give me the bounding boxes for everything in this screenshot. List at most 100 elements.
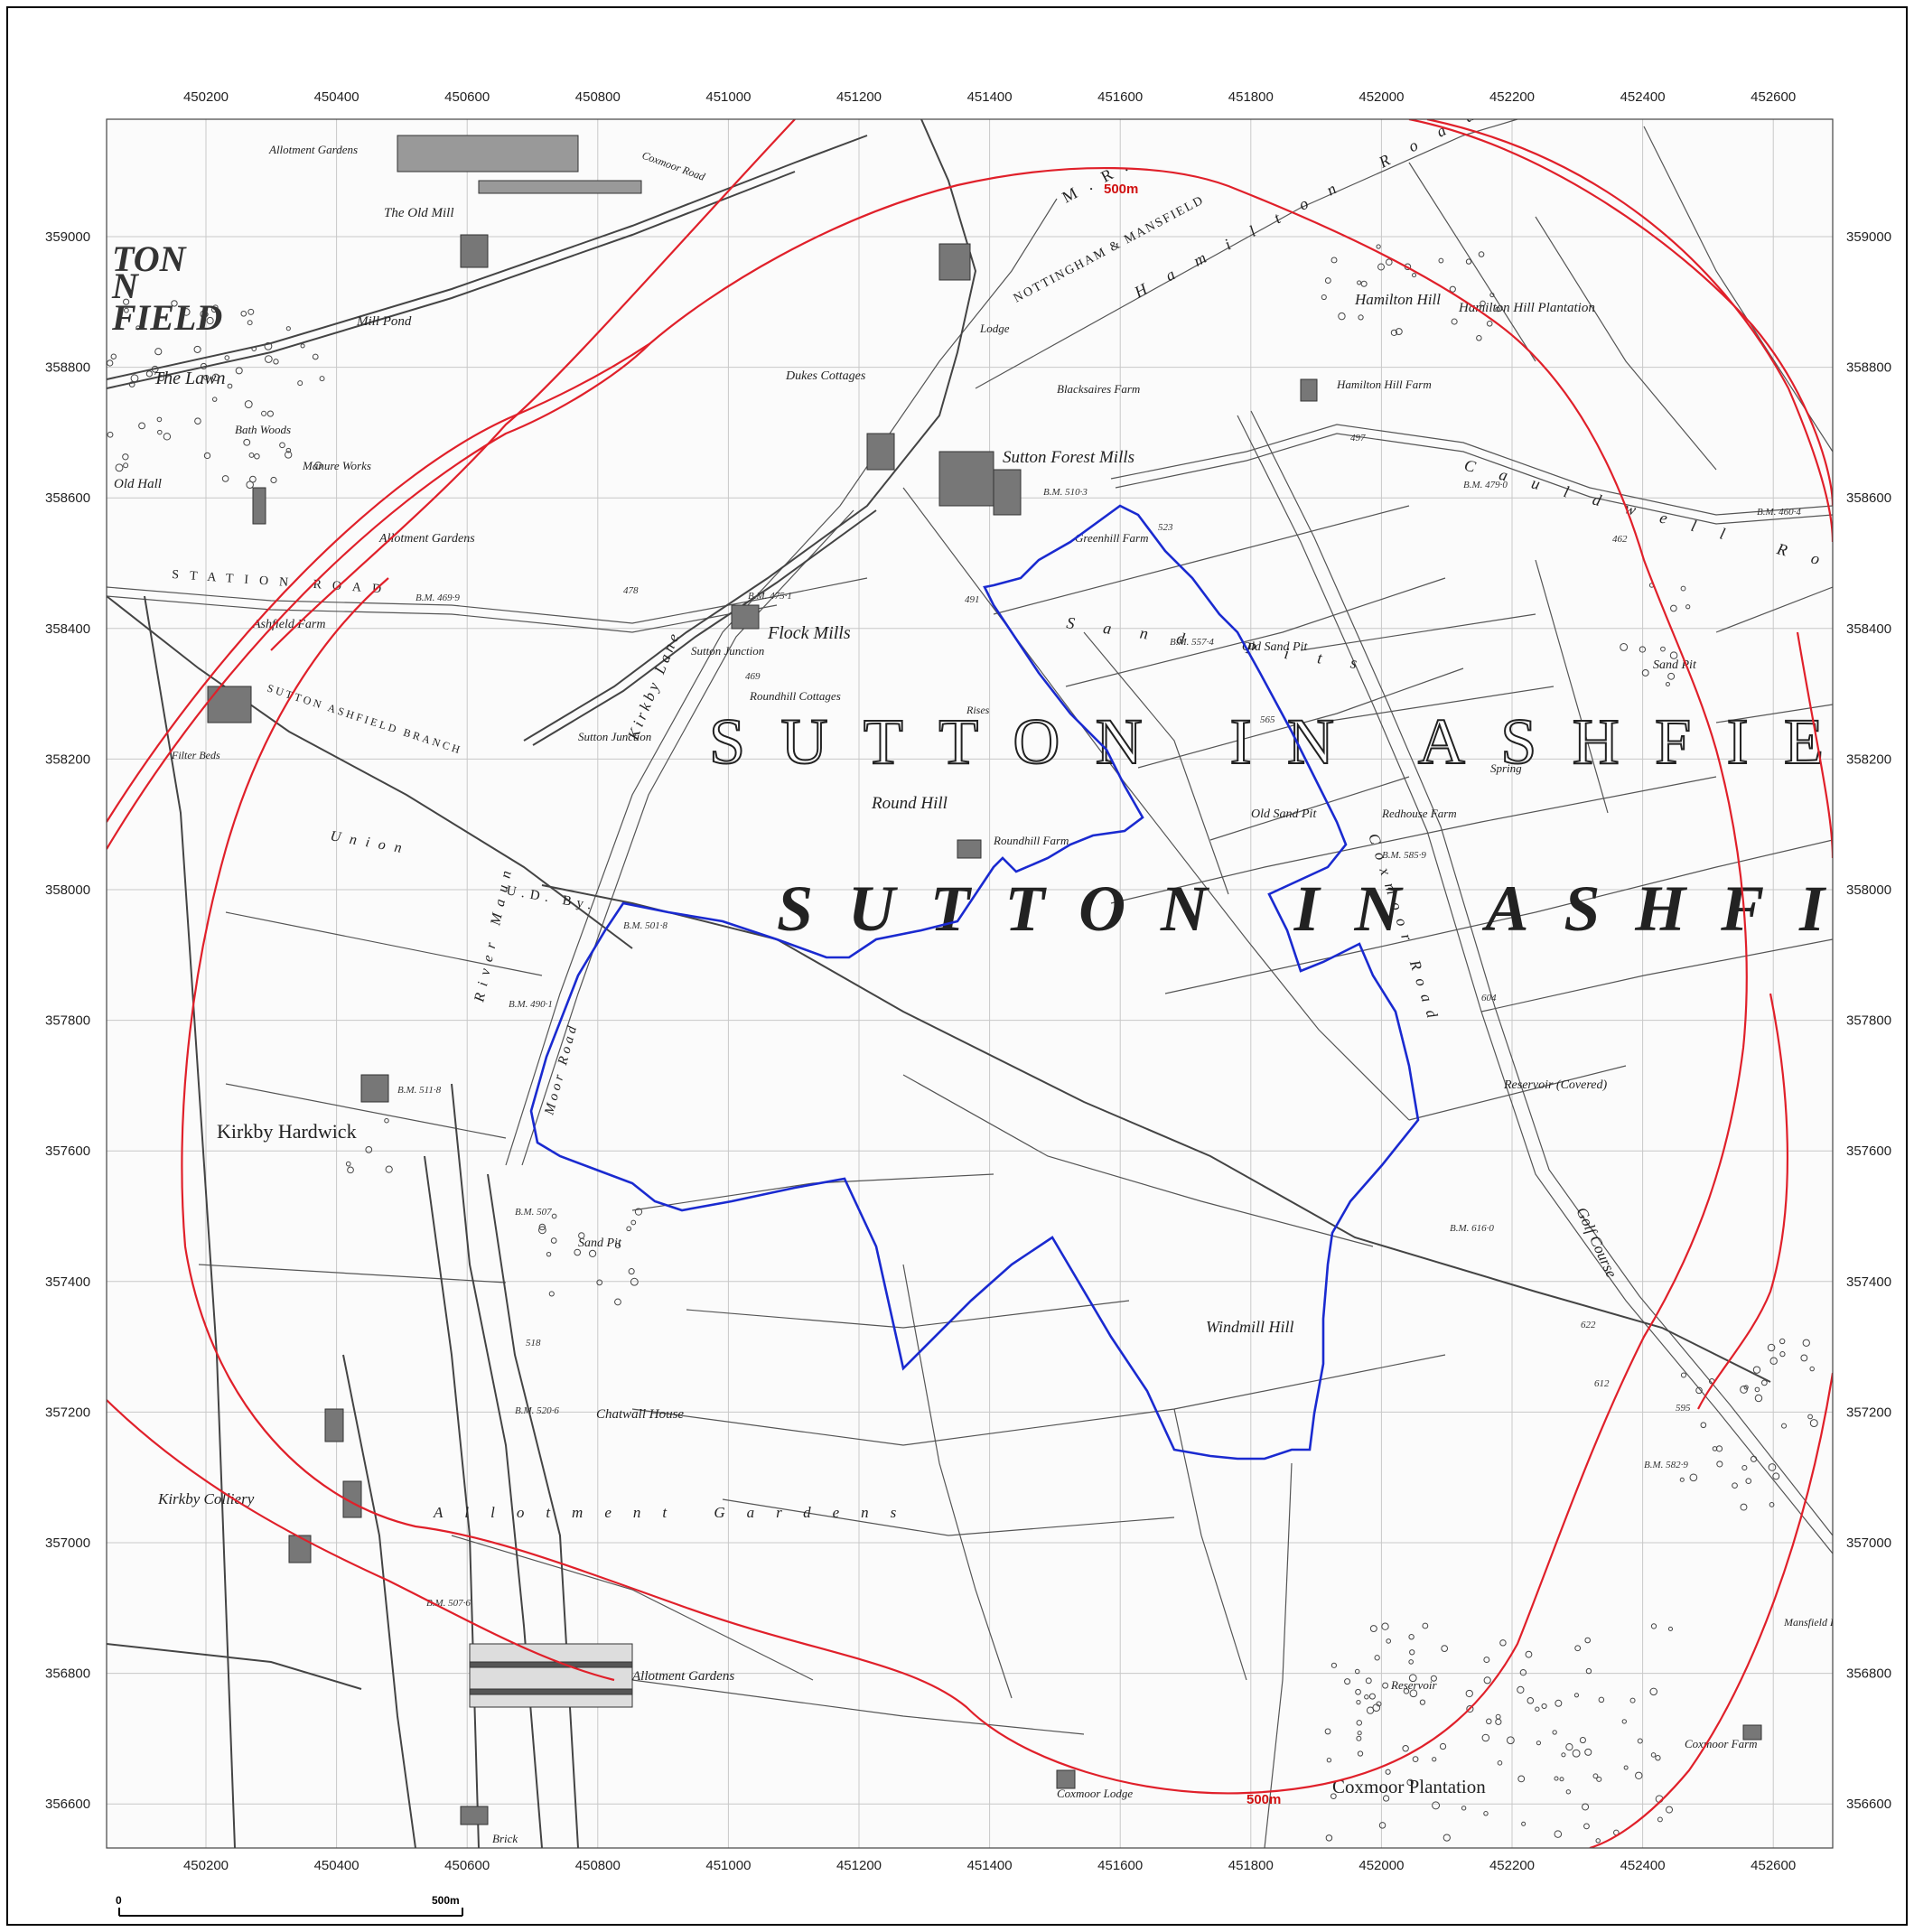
label-kirkby-hardwick: Kirkby Hardwick: [217, 1120, 357, 1143]
tree-symbol: [163, 433, 172, 441]
tree-symbol: [1620, 642, 1629, 651]
tree-symbol: [1409, 1689, 1418, 1698]
label-roundhill-cottages: Roundhill Cottages: [749, 689, 841, 703]
tree-symbol: [1330, 1793, 1337, 1800]
tree-symbol: [266, 410, 274, 417]
tree-symbol: [151, 365, 159, 373]
tree-symbol: [1419, 1699, 1426, 1705]
tree-symbol: [1321, 294, 1327, 301]
label-windmill-hill: Windmill Hill: [1206, 1318, 1294, 1336]
northing-tick-label: 358800: [1846, 360, 1891, 376]
tree-symbol: [182, 308, 191, 316]
northing-tick-label: 357600: [45, 1143, 90, 1159]
tree-symbol: [210, 306, 218, 313]
tree-symbol: [264, 341, 273, 350]
tree-symbol: [1650, 1623, 1657, 1629]
tree-symbol: [628, 1268, 635, 1275]
tree-symbol: [1582, 1803, 1590, 1811]
tree-symbol: [1641, 668, 1649, 677]
tree-symbol: [1402, 1745, 1409, 1752]
map-neatline: [106, 118, 1834, 1849]
tree-symbol: [1559, 1777, 1564, 1782]
tree-symbol: [1639, 646, 1647, 653]
tree-symbol: [1660, 646, 1666, 652]
tree-symbol: [1449, 285, 1456, 293]
tree-symbol: [254, 453, 260, 460]
label-sand-pit-s: Sand Pit: [578, 1237, 622, 1250]
tree-symbol: [537, 1226, 546, 1235]
tree-symbol: [1637, 1738, 1643, 1744]
tree-symbol: [1489, 293, 1495, 298]
tree-symbol: [312, 353, 319, 360]
spot-height: 478: [623, 585, 639, 596]
tree-symbol: [1356, 1735, 1362, 1741]
bm-label: B.M. 479·0: [1463, 480, 1508, 490]
label-allotment-mid: Allotment Gardens: [378, 532, 475, 546]
easting-tick-label: 451400: [967, 1858, 1013, 1873]
tree-symbol: [1760, 1379, 1768, 1386]
label-round-hill: Round Hill: [871, 794, 948, 813]
tree-symbol: [1408, 1634, 1414, 1640]
tree-symbol: [1695, 1386, 1703, 1395]
tree-symbol: [1754, 1394, 1763, 1403]
bm-label: B.M. 557·4: [1170, 637, 1214, 648]
tree-symbol: [1385, 258, 1393, 266]
easting-labels-bottom: 450200 450400 450600 450800 451000 451200 4514…: [183, 1858, 1796, 1873]
tree-symbol: [1621, 1719, 1627, 1724]
tree-symbol: [193, 345, 201, 353]
tree-symbol: [1465, 1689, 1473, 1698]
tree-symbol: [1554, 1830, 1563, 1838]
spot-height: 469: [745, 671, 761, 682]
buffer-500m: [107, 119, 1833, 1848]
northing-tick-label: 357400: [45, 1274, 90, 1290]
tree-symbol: [1572, 1749, 1581, 1758]
tree-symbol: [1497, 1760, 1503, 1766]
tree-symbol: [1381, 1622, 1389, 1630]
tree-symbol: [1369, 1625, 1377, 1633]
tree-symbol: [1403, 1688, 1410, 1694]
tree-symbol: [1483, 1657, 1490, 1664]
tree-symbol: [1430, 1675, 1437, 1682]
tree-symbol: [1517, 1775, 1526, 1783]
tree-symbol: [1486, 320, 1493, 327]
tree-symbol: [1650, 1752, 1657, 1758]
label-sand-pit-e: Sand Pit: [1653, 658, 1697, 672]
tree-symbol: [244, 400, 253, 408]
tree-symbol: [1408, 1674, 1417, 1683]
bm-label: B.M. 616·0: [1450, 1223, 1494, 1234]
tree-symbol: [1461, 1806, 1467, 1811]
place-labels: The Lawn Old Hall Mill Pond The Old Mill…: [114, 143, 1833, 1845]
label-blacksaires-farm: Blacksaires Farm: [1057, 382, 1140, 396]
tree-symbol: [247, 320, 253, 326]
label-reservoir-s: Reservoir: [1390, 1678, 1437, 1692]
tree-symbol: [1377, 263, 1385, 271]
label-chatwall-house: Chatwall House: [596, 1407, 684, 1422]
tree-symbol: [1680, 585, 1686, 592]
easting-tick-label: 450200: [183, 89, 229, 105]
label-coxmoor-plantation: Coxmoor Plantation: [1332, 1776, 1486, 1797]
tree-symbol: [1376, 244, 1381, 249]
tree-symbol: [538, 1223, 546, 1231]
northing-tick-label: 356800: [1846, 1666, 1891, 1682]
label-sutton-junction: Sutton Junction: [691, 644, 764, 658]
tree-symbol: [194, 417, 201, 425]
tree-symbol: [1355, 1688, 1361, 1695]
northing-tick-label: 358400: [1846, 621, 1891, 637]
northing-tick-label: 357400: [1846, 1274, 1891, 1290]
label-manure-works: Manure Works: [302, 459, 371, 472]
label-kirkby-colliery: Kirkby Colliery: [157, 1490, 255, 1507]
easting-tick-label: 451000: [705, 1858, 751, 1873]
tree-symbol: [1779, 1338, 1786, 1345]
tree-symbol: [1408, 1659, 1414, 1665]
tree-symbol: [264, 355, 273, 363]
easting-tick-label: 450200: [183, 1858, 229, 1873]
tree-symbol: [1324, 277, 1331, 285]
site-boundary: [529, 504, 1420, 1461]
tree-symbol: [261, 410, 267, 416]
northing-tick-label: 358400: [45, 621, 90, 637]
label-roundhill-farm: Roundhill Farm: [993, 834, 1069, 847]
easting-tick-label: 450600: [444, 1858, 490, 1873]
tree-symbol: [1330, 1662, 1337, 1668]
tree-symbol: [1356, 1720, 1363, 1726]
tree-symbol: [1685, 604, 1691, 610]
